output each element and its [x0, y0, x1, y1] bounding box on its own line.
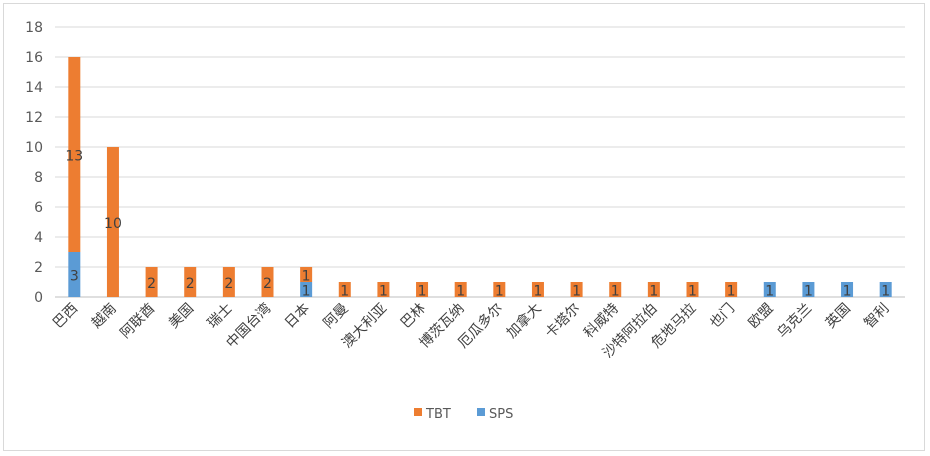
data-label: 1 — [881, 284, 890, 300]
data-label: 2 — [147, 276, 156, 292]
data-label: 1 — [379, 284, 388, 300]
data-label: 1 — [611, 284, 620, 300]
bar-tbt — [377, 282, 390, 297]
bar-tbt — [686, 282, 699, 297]
data-label: 3 — [70, 269, 79, 285]
gridlines — [55, 26, 905, 298]
legend-swatch-tbt — [414, 408, 422, 416]
legend-label-tbt: TBT — [425, 407, 451, 422]
data-label: 1 — [302, 269, 311, 285]
x-tick-label: 英国 — [822, 300, 854, 332]
data-label: 1 — [572, 284, 581, 300]
bar-tbt — [647, 282, 660, 297]
y-tick-label: 6 — [34, 200, 43, 216]
bar-tbt — [300, 267, 313, 282]
bar-tbt — [493, 282, 506, 297]
data-label: 1 — [456, 284, 465, 300]
y-axis: 0 2 4 6 8 10 12 14 16 18 — [25, 20, 43, 306]
bar-sps — [802, 282, 815, 297]
x-tick-label: 越南 — [89, 301, 120, 332]
x-tick-label: 日本 — [282, 301, 313, 332]
x-tick-label: 加拿大 — [503, 300, 545, 342]
x-tick-label: 阿联酋 — [117, 300, 159, 342]
legend-label-sps: SPS — [489, 407, 513, 422]
legend-swatch-sps — [477, 408, 485, 416]
bar-tbt — [184, 267, 197, 297]
data-label: 1 — [533, 284, 542, 300]
x-tick-label: 巴林 — [398, 301, 429, 332]
legend: TBT SPS — [414, 407, 513, 422]
bar-tbt — [531, 282, 544, 297]
data-label: 2 — [263, 276, 272, 292]
y-tick-label: 0 — [34, 290, 43, 306]
data-label: 1 — [302, 284, 311, 300]
bar-tbt — [454, 282, 467, 297]
data-label: 1 — [765, 284, 774, 300]
data-label: 1 — [649, 284, 658, 300]
x-tick-label: 也门 — [707, 301, 738, 332]
bar-sps — [879, 282, 892, 297]
bar-tbt — [106, 147, 119, 297]
bar-tbt — [570, 282, 583, 297]
bar-tbt — [68, 57, 81, 252]
bar-sps — [68, 252, 81, 297]
y-tick-label: 8 — [34, 170, 43, 186]
data-label: 2 — [224, 276, 233, 292]
x-tick-label: 瑞士 — [205, 301, 236, 332]
y-tick-label: 10 — [25, 140, 43, 156]
bar-sps — [841, 282, 854, 297]
x-tick-label: 阿曼 — [320, 301, 351, 332]
x-tick-label: 巴西 — [50, 301, 81, 332]
x-tick-label: 乌克兰 — [774, 301, 815, 342]
chart-frame — [3, 3, 925, 451]
data-label: 1 — [843, 284, 852, 300]
bar-tbt — [261, 267, 274, 297]
y-tick-label: 16 — [25, 50, 43, 66]
bar-tbt — [145, 267, 158, 297]
y-tick-label: 12 — [25, 110, 43, 126]
bar-tbt — [222, 267, 235, 297]
x-tick-label: 智利 — [861, 301, 892, 332]
bar-tbt — [609, 282, 622, 297]
y-tick-label: 4 — [34, 230, 43, 246]
x-tick-label: 卡塔尔 — [542, 301, 583, 342]
data-label: 1 — [340, 284, 349, 300]
data-label: 1 — [688, 284, 697, 300]
data-label: 1 — [804, 284, 813, 300]
data-label: 13 — [65, 149, 83, 165]
x-tick-label: 欧盟 — [745, 301, 776, 332]
data-label: 10 — [104, 216, 122, 232]
bar-tbt — [725, 282, 738, 297]
y-tick-label: 14 — [25, 80, 43, 96]
y-tick-label: 18 — [25, 20, 43, 36]
data-label: 2 — [186, 276, 195, 292]
y-tick-label: 2 — [34, 260, 43, 276]
bar-tbt — [338, 282, 351, 297]
data-label: 1 — [495, 284, 504, 300]
bar-sps — [763, 282, 776, 297]
x-tick-label: 美国 — [166, 301, 197, 332]
bar-tbt — [416, 282, 429, 297]
data-label: 1 — [418, 284, 427, 300]
data-label: 1 — [727, 284, 736, 300]
bar-sps — [300, 282, 313, 297]
